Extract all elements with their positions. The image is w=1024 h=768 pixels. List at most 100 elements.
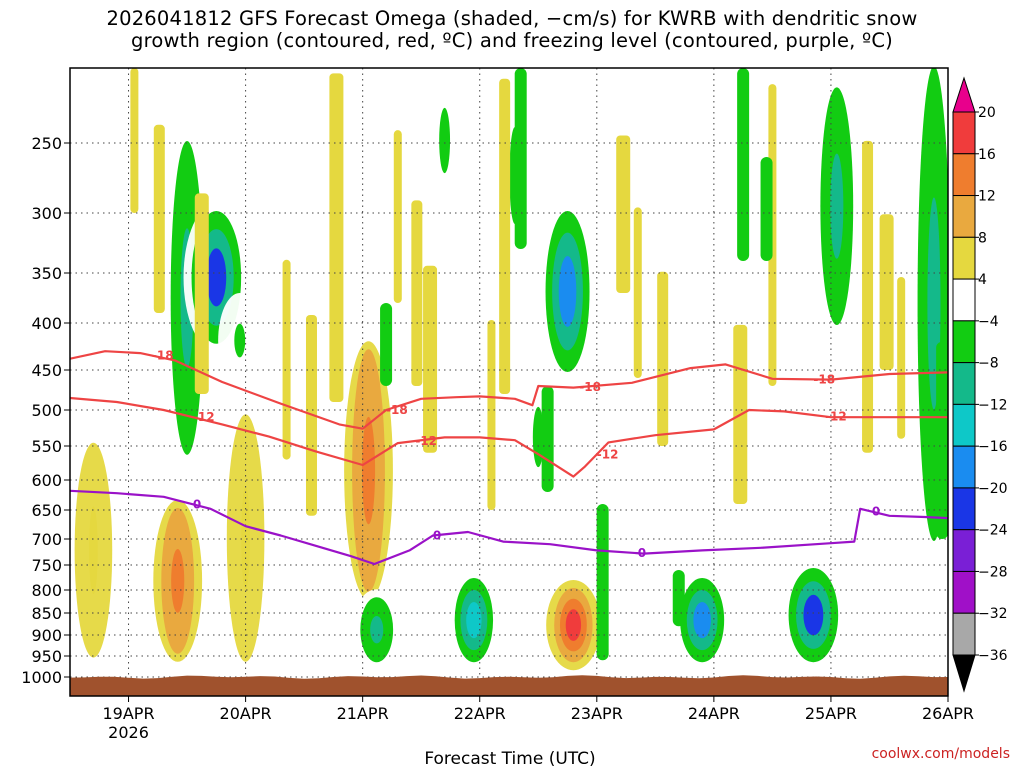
colorbar-label: −32 (978, 606, 1008, 622)
omega-shading (74, 68, 948, 671)
colorbar-box (952, 362, 976, 405)
x-tick-label: 21APR (337, 704, 389, 723)
omega-core (439, 107, 451, 174)
colorbar-label: −8 (978, 356, 999, 372)
omega-core (370, 615, 384, 644)
colorbar-label: −16 (978, 439, 1008, 455)
colorbar-label: −36 (978, 648, 1008, 664)
page-title: 2026041812 GFS Forecast Omega (shaded, −… (0, 8, 1024, 52)
colorbar: 20 16 12 8 4 −4 −8 −12 −16 −20 −24 −28 −32 −36 (952, 76, 1008, 693)
contour-label: -12 (193, 410, 215, 424)
omega-patch (936, 341, 948, 539)
omega-streak (411, 200, 423, 386)
omega-patch (737, 68, 750, 261)
contour-label: -18 (386, 403, 408, 417)
x-tick-label: 26APR (922, 704, 974, 723)
omega-streak (487, 320, 496, 510)
omega-patch (514, 68, 527, 249)
y-tick-label: 650 (31, 501, 62, 520)
contour-line (70, 350, 948, 430)
y-tick-label: 1000 (21, 668, 62, 687)
omega-streak (329, 73, 344, 402)
y-tick-label: 400 (31, 314, 62, 333)
contour-label: -18 (579, 380, 601, 394)
colorbar-box (952, 195, 976, 238)
omega-patch (380, 303, 393, 386)
colorbar-box (952, 236, 976, 280)
colorbar-box (952, 278, 976, 322)
y-tick-label: 450 (31, 361, 62, 380)
colorbar-top-arrow (952, 76, 976, 113)
contour-line (70, 396, 948, 478)
colorbar-box (952, 487, 976, 531)
contour-label: 0 (638, 546, 646, 560)
x-tick-label: 19APR (102, 704, 154, 723)
x-tick-label: 23APR (571, 704, 623, 723)
omega-streak (194, 193, 209, 394)
omega-core (558, 256, 577, 327)
title-line-2: growth region (contoured, red, ºC) and f… (131, 29, 893, 52)
colorbar-label: 16 (978, 147, 996, 163)
colorbar-label: −4 (978, 314, 999, 330)
omega-core (361, 416, 376, 525)
colorbar-label: 12 (978, 189, 996, 205)
omega-streak (879, 214, 894, 370)
y-tick-label: 250 (31, 134, 62, 153)
omega-patch (760, 157, 773, 261)
omega-streak (499, 78, 511, 394)
omega-streak (862, 140, 874, 453)
y-tick-label: 500 (31, 401, 62, 420)
colorbar-box (952, 570, 976, 614)
omega-core (565, 609, 582, 641)
contour-line (70, 489, 948, 566)
contour-label: -18 (813, 372, 835, 386)
colorbar-box (952, 445, 976, 489)
x-axis-title: Forecast Time (UTC) (424, 749, 595, 768)
colorbar-label: −12 (978, 397, 1008, 413)
y-tick-label: 850 (31, 604, 62, 623)
colorbar-label: −20 (978, 481, 1008, 497)
x-tick-label: 24APR (688, 704, 740, 723)
contour-label: 0 (193, 497, 201, 511)
omega-core (206, 248, 227, 307)
x-tick-label: 20APR (220, 704, 272, 723)
colorbar-box (952, 320, 976, 364)
colorbar-label: −24 (978, 523, 1008, 539)
x-tick-sublabel: 2026 (108, 723, 149, 742)
omega-streak (897, 277, 906, 439)
y-tick-label: 350 (31, 264, 62, 283)
omega-streak (633, 207, 642, 378)
colorbar-label: 8 (978, 230, 987, 246)
colorbar-box (952, 403, 976, 447)
omega-streak (657, 271, 669, 446)
colorbar-label: −28 (978, 564, 1008, 580)
y-tick-label: 750 (31, 556, 62, 575)
colorbar-box (952, 529, 976, 572)
plot-area: -18 -18 -18 -18 -12 -12 -12 -12 0 0 0 0 (69, 67, 949, 697)
omega-core (466, 602, 482, 639)
y-tick-label: 550 (31, 437, 62, 456)
omega-core (171, 548, 185, 613)
y-tick-label: 950 (31, 647, 62, 666)
omega-patch (672, 570, 685, 627)
contour-label: -18 (152, 349, 174, 363)
title-line-1: 2026041812 GFS Forecast Omega (shaded, −… (106, 7, 918, 30)
y-tick-label: 300 (31, 204, 62, 223)
omega-streak (130, 68, 139, 213)
colorbar-box (952, 612, 976, 656)
omega-core (830, 153, 844, 259)
omega-streak (282, 259, 291, 460)
credit-link[interactable]: coolwx.com/models (872, 746, 1010, 762)
x-tick-label: 22APR (454, 704, 506, 723)
omega-core (234, 323, 246, 358)
omega-core (89, 506, 98, 595)
y-tick-label: 900 (31, 626, 62, 645)
y-tick-label: 800 (31, 581, 62, 600)
omega-streak (393, 130, 402, 303)
omega-streak (616, 135, 631, 293)
omega-core (241, 486, 250, 590)
colorbar-label: 4 (978, 272, 987, 288)
colorbar-box (952, 111, 976, 155)
y-tick-label: 700 (31, 530, 62, 549)
